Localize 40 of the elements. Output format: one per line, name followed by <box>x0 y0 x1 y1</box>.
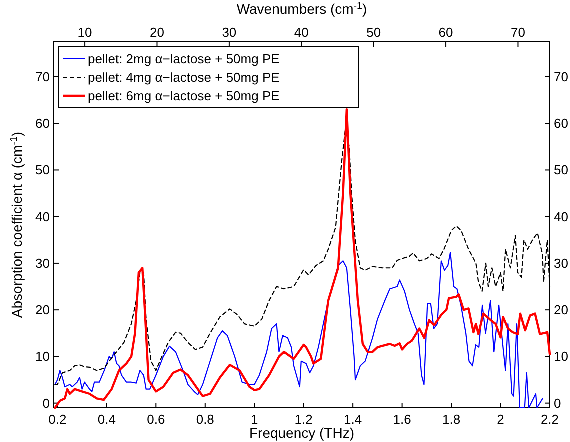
y-tick-label: 70 <box>36 69 50 84</box>
y-tick-label: 0 <box>42 396 50 411</box>
y2-tick-label: 30 <box>554 256 568 271</box>
y2-tick-label: 70 <box>554 69 568 84</box>
legend-label: pellet: 2mg α−lactose + 50mg PE <box>88 52 280 66</box>
y-tick-label: 30 <box>36 256 50 271</box>
x2-tick-label: 40 <box>294 25 309 40</box>
x-tick-label: 0.4 <box>98 412 116 427</box>
x2-tick-label: 30 <box>222 25 237 40</box>
x2-tick-label: 20 <box>150 25 164 40</box>
y2-tick-label: 10 <box>554 349 568 364</box>
x-tick-label: 2 <box>497 412 504 427</box>
x-tick-label: 0.6 <box>147 412 166 427</box>
x2-tick-label: 60 <box>438 25 454 40</box>
legend-label: pellet: 6mg α−lactose + 50mg PE <box>88 88 280 104</box>
y2-tick-label: 40 <box>554 209 568 224</box>
y-tick-label: 40 <box>36 209 50 224</box>
y2-tick-label: 20 <box>554 302 568 318</box>
x-axis-title: Frequency (THz) <box>249 425 355 441</box>
legend-label: pellet: 4mg α−lactose + 50mg PE <box>88 70 280 85</box>
x-tick-label: 0.2 <box>48 412 67 427</box>
y-tick-label: 60 <box>36 116 50 132</box>
x-tick-label: 1.8 <box>442 412 461 427</box>
y2-tick-label: 50 <box>554 162 568 178</box>
x2-tick-label: 10 <box>78 25 92 40</box>
x-tick-label: 1 <box>251 412 258 427</box>
y-tick-label: 20 <box>36 302 50 318</box>
y-tick-label: 10 <box>36 349 50 364</box>
x-tick-label: 1.6 <box>393 412 412 427</box>
x-tick-label: 1.2 <box>294 412 313 427</box>
x2-tick-label: 70 <box>511 25 526 40</box>
y2-tick-label: 0 <box>554 396 562 411</box>
x-tick-label: 0.8 <box>196 412 214 427</box>
x2-tick-label: 50 <box>366 25 382 40</box>
x-tick-label: 1.4 <box>344 412 362 427</box>
x2-axis-title: Wavenumbers (cm$^{-1}$) <box>236 0 368 17</box>
y-tick-label: 50 <box>36 162 50 178</box>
x-tick-label: 2.2 <box>540 412 560 427</box>
y2-tick-label: 60 <box>554 116 568 132</box>
line-series <box>54 252 544 409</box>
